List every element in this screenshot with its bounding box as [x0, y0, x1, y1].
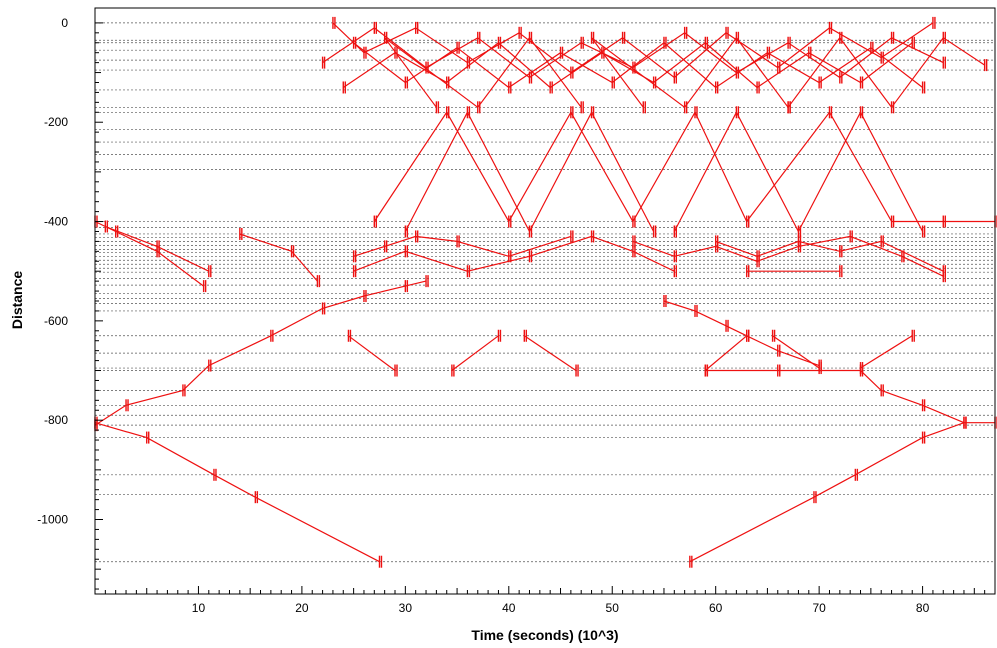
y-tick-label: -400: [44, 215, 68, 229]
plot-background: [95, 8, 995, 594]
x-tick-label: 20: [295, 601, 309, 615]
train-path-line: [860, 335, 913, 369]
train-paths: [94, 16, 997, 568]
train-path-line: [705, 369, 965, 424]
y-tick-label: -800: [44, 413, 68, 427]
station-gridlines: [95, 22, 995, 563]
train-path-line: [353, 235, 572, 257]
y-axis-title: Distance: [9, 271, 25, 330]
train-path-line: [632, 235, 944, 277]
axes: 10 20 30 40 50 60 70 80 0 -200 -400 -600 -800 -1000: [37, 7, 996, 615]
train-path-line: [689, 422, 995, 563]
x-tick-label: 60: [709, 601, 723, 615]
train-path-line: [523, 335, 577, 371]
train-path-line: [704, 335, 748, 371]
train-path-line: [715, 240, 944, 272]
train-path-line: [353, 42, 923, 89]
train-path-line: [342, 42, 913, 89]
train-path-line: [451, 335, 499, 371]
y-tick-label: -600: [44, 314, 68, 328]
x-tick-label: 80: [916, 601, 930, 615]
train-path-line: [772, 335, 820, 369]
y-tick-label: -1000: [37, 513, 68, 527]
y-tick-label: 0: [61, 16, 68, 30]
x-tick-label: 70: [812, 601, 826, 615]
x-tick-label: 50: [606, 601, 620, 615]
x-tick-label: 40: [502, 601, 516, 615]
x-tick-label: 10: [192, 601, 206, 615]
train-path-line: [663, 300, 820, 367]
x-axis-title: Time (seconds) (10^3): [471, 627, 618, 643]
train-path-line: [348, 335, 396, 371]
y-tick-label: -200: [44, 115, 68, 129]
x-tick-label: 30: [399, 601, 413, 615]
